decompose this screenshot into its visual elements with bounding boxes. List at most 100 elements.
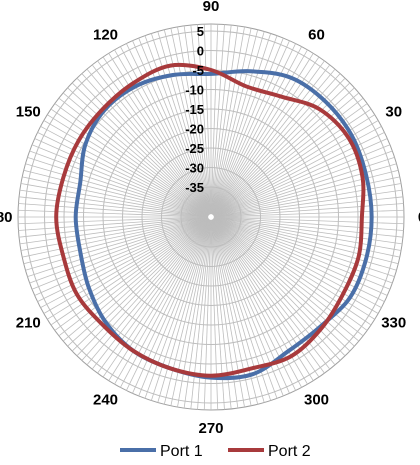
grid-spoke bbox=[210, 31, 231, 215]
grid-spoke bbox=[212, 55, 305, 215]
outer-tick bbox=[249, 28, 252, 36]
series-layer bbox=[54, 62, 374, 381]
outer-tick bbox=[325, 363, 331, 370]
grid-spoke bbox=[204, 31, 212, 215]
outer-tick bbox=[163, 29, 167, 37]
outer-tick bbox=[280, 37, 284, 45]
grid-spoke bbox=[210, 219, 225, 403]
grid-spoke bbox=[91, 219, 210, 360]
grid-spoke bbox=[27, 217, 209, 250]
grid-spoke bbox=[213, 203, 397, 218]
grid-spoke bbox=[210, 31, 225, 215]
outer-tick bbox=[114, 377, 119, 385]
outer-tick bbox=[177, 26, 180, 34]
r-tick-label: -10 bbox=[185, 83, 204, 98]
angle-label: 330 bbox=[381, 315, 406, 332]
outer-tick bbox=[292, 384, 296, 391]
outer-tick bbox=[62, 92, 69, 98]
outer-tick bbox=[102, 56, 108, 64]
outer-tick bbox=[344, 82, 351, 89]
grid-spoke bbox=[36, 153, 209, 217]
outer-tick bbox=[19, 196, 27, 198]
outer-tick bbox=[177, 400, 180, 408]
grid-spoke bbox=[56, 112, 209, 216]
outer-tick bbox=[368, 315, 375, 320]
r-tick-label: -20 bbox=[185, 122, 204, 137]
outer-tick bbox=[43, 120, 51, 125]
series-line-port-2 bbox=[54, 62, 366, 378]
grid-spoke bbox=[213, 112, 366, 216]
grid-spoke bbox=[211, 219, 288, 388]
grid-spoke bbox=[32, 165, 209, 217]
grid-spoke bbox=[91, 74, 210, 215]
angle-label: 0 bbox=[418, 209, 420, 226]
angle-label: 210 bbox=[16, 315, 41, 332]
grid-spoke bbox=[191, 31, 212, 215]
grid-spoke bbox=[213, 217, 389, 275]
outer-tick bbox=[357, 331, 364, 337]
outer-tick bbox=[27, 274, 35, 278]
outer-tick bbox=[37, 132, 44, 136]
outer-tick bbox=[54, 326, 61, 331]
outer-tick bbox=[330, 359, 336, 366]
legend: Port 1 Port 2 bbox=[120, 443, 311, 460]
grid-spoke bbox=[212, 70, 326, 215]
r-tick-label: -5 bbox=[192, 63, 204, 78]
outer-tick bbox=[183, 401, 186, 409]
outer-tick bbox=[303, 377, 308, 385]
outer-tick bbox=[236, 401, 239, 409]
outer-tick bbox=[170, 398, 173, 406]
outer-tick bbox=[389, 267, 397, 271]
outer-tick bbox=[371, 309, 379, 314]
outer-tick bbox=[108, 374, 113, 381]
outer-tick bbox=[309, 53, 314, 60]
grid-spoke bbox=[212, 78, 336, 216]
outer-tick bbox=[353, 92, 360, 98]
outer-tick bbox=[325, 64, 331, 71]
outer-tick bbox=[320, 367, 325, 374]
outer-tick bbox=[348, 341, 355, 347]
outer-tick bbox=[297, 46, 302, 53]
outer-tick bbox=[383, 286, 391, 290]
grid-ring bbox=[83, 89, 339, 345]
outer-tick bbox=[375, 303, 382, 308]
outer-tick bbox=[348, 87, 355, 93]
grid-spoke bbox=[64, 102, 209, 216]
grid-spoke bbox=[81, 218, 210, 352]
grid-spoke bbox=[213, 217, 394, 257]
grid-spoke bbox=[212, 62, 316, 215]
outer-tick bbox=[364, 108, 372, 114]
outer-tick bbox=[297, 381, 302, 388]
r-tick-label: -30 bbox=[185, 161, 204, 176]
outer-tick bbox=[268, 393, 272, 401]
outer-tick bbox=[320, 60, 325, 67]
outer-tick bbox=[67, 341, 74, 347]
outer-tick bbox=[108, 53, 113, 60]
outer-tick bbox=[361, 103, 368, 108]
outer-tick bbox=[371, 120, 379, 125]
grid-spoke bbox=[210, 219, 218, 403]
outer-tick bbox=[395, 189, 403, 192]
grid-spoke bbox=[211, 39, 269, 215]
grid-spoke bbox=[212, 74, 331, 215]
outer-tick bbox=[29, 150, 37, 154]
outer-tick bbox=[23, 261, 31, 265]
outer-tick bbox=[242, 26, 245, 34]
outer-tick bbox=[50, 320, 58, 326]
outer-tick bbox=[86, 68, 92, 75]
outer-tick bbox=[132, 386, 136, 394]
outer-tick bbox=[76, 350, 83, 357]
outer-tick bbox=[150, 33, 154, 41]
outer-tick bbox=[242, 400, 245, 408]
outer-tick bbox=[126, 384, 130, 391]
grid-spoke bbox=[213, 216, 397, 224]
grid-spoke bbox=[213, 118, 369, 216]
grid-spoke bbox=[213, 217, 396, 244]
outer-tick bbox=[387, 156, 395, 160]
grid-ring bbox=[180, 186, 242, 248]
grid-spoke bbox=[28, 217, 209, 257]
grid-spoke bbox=[213, 217, 395, 250]
outer-tick bbox=[22, 255, 30, 258]
grid-spoke bbox=[184, 219, 211, 402]
outer-tick bbox=[40, 303, 47, 308]
